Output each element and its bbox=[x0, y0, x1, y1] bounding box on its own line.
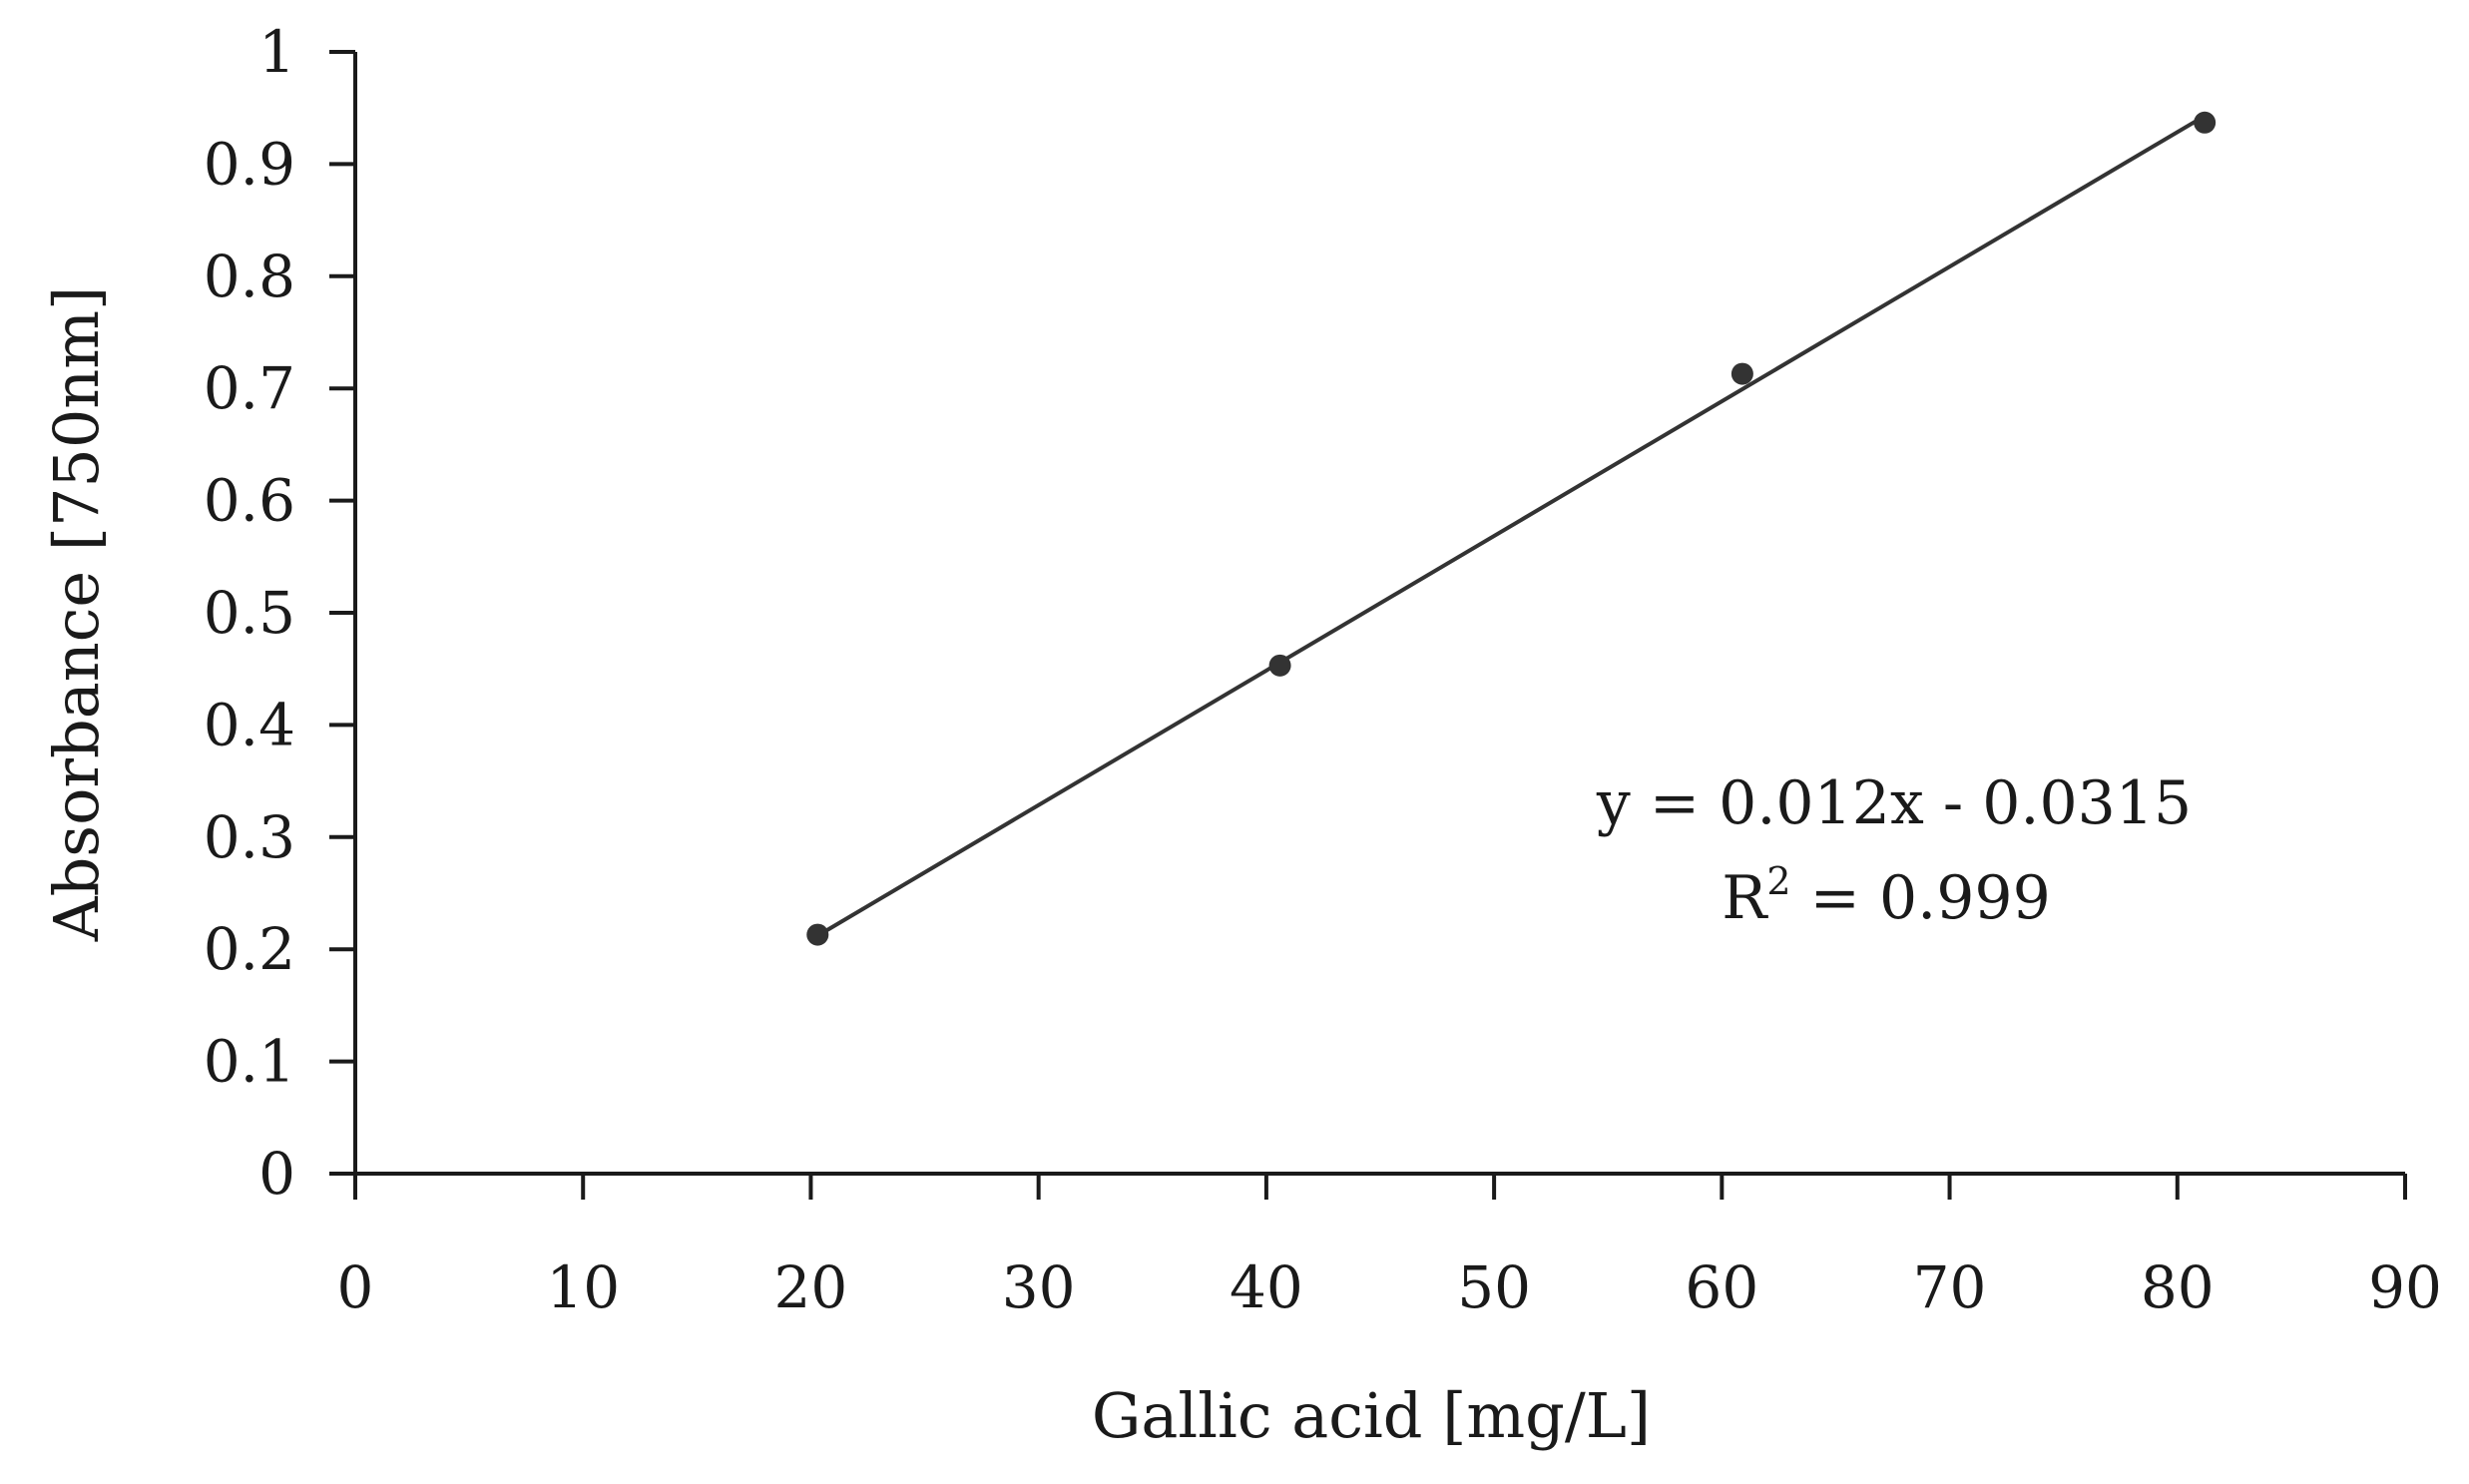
x-tick-label: 50 bbox=[1457, 1253, 1531, 1321]
trendline-equation: y = 0.012x - 0.0315 bbox=[1596, 768, 2192, 838]
y-axis-title: Absorbance [750nm] bbox=[40, 286, 113, 942]
y-tick-label: 0.1 bbox=[204, 1028, 295, 1096]
data-point bbox=[1268, 654, 1291, 677]
r-squared-value: = 0.999 bbox=[1791, 863, 2051, 933]
x-axis-ticks: 0 10 20 30 40 50 60 70 80 90 bbox=[337, 1174, 2442, 1321]
x-tick-label: 10 bbox=[546, 1253, 620, 1321]
y-tick-label: 0.6 bbox=[204, 467, 295, 535]
r-squared-prefix: R bbox=[1722, 863, 1768, 933]
x-axis-title: Gallic acid [mg/L] bbox=[1092, 1379, 1651, 1452]
y-tick-label: 0 bbox=[258, 1140, 295, 1208]
r-squared-label: R2 = 0.999 bbox=[1722, 859, 2051, 933]
x-tick-label: 80 bbox=[2141, 1253, 2215, 1321]
y-tick-label: 0.4 bbox=[204, 691, 295, 758]
y-tick-label: 0.3 bbox=[204, 803, 295, 871]
x-tick-label: 70 bbox=[1913, 1253, 1987, 1321]
data-point bbox=[1730, 362, 1753, 385]
x-tick-label: 0 bbox=[337, 1253, 374, 1321]
r-squared-superscript: 2 bbox=[1766, 859, 1790, 903]
x-tick-label: 30 bbox=[1002, 1253, 1076, 1321]
x-tick-label: 90 bbox=[2368, 1253, 2442, 1321]
y-tick-label: 1 bbox=[258, 18, 295, 86]
y-axis-ticks: 0 0.1 0.2 0.3 0.4 0.5 0.6 0.7 0.8 0.9 1 bbox=[204, 18, 355, 1208]
x-tick-label: 20 bbox=[774, 1253, 848, 1321]
data-point bbox=[806, 923, 829, 946]
data-points bbox=[806, 111, 2217, 946]
trendline bbox=[816, 114, 2207, 938]
y-tick-label: 0.7 bbox=[204, 354, 295, 422]
y-tick-label: 0.8 bbox=[204, 243, 295, 310]
y-tick-label: 0.2 bbox=[204, 915, 295, 983]
data-point bbox=[2194, 111, 2217, 134]
x-tick-label: 60 bbox=[1685, 1253, 1758, 1321]
y-tick-label: 0.5 bbox=[204, 579, 295, 647]
y-tick-label: 0.9 bbox=[204, 130, 295, 198]
x-tick-label: 40 bbox=[1230, 1253, 1303, 1321]
